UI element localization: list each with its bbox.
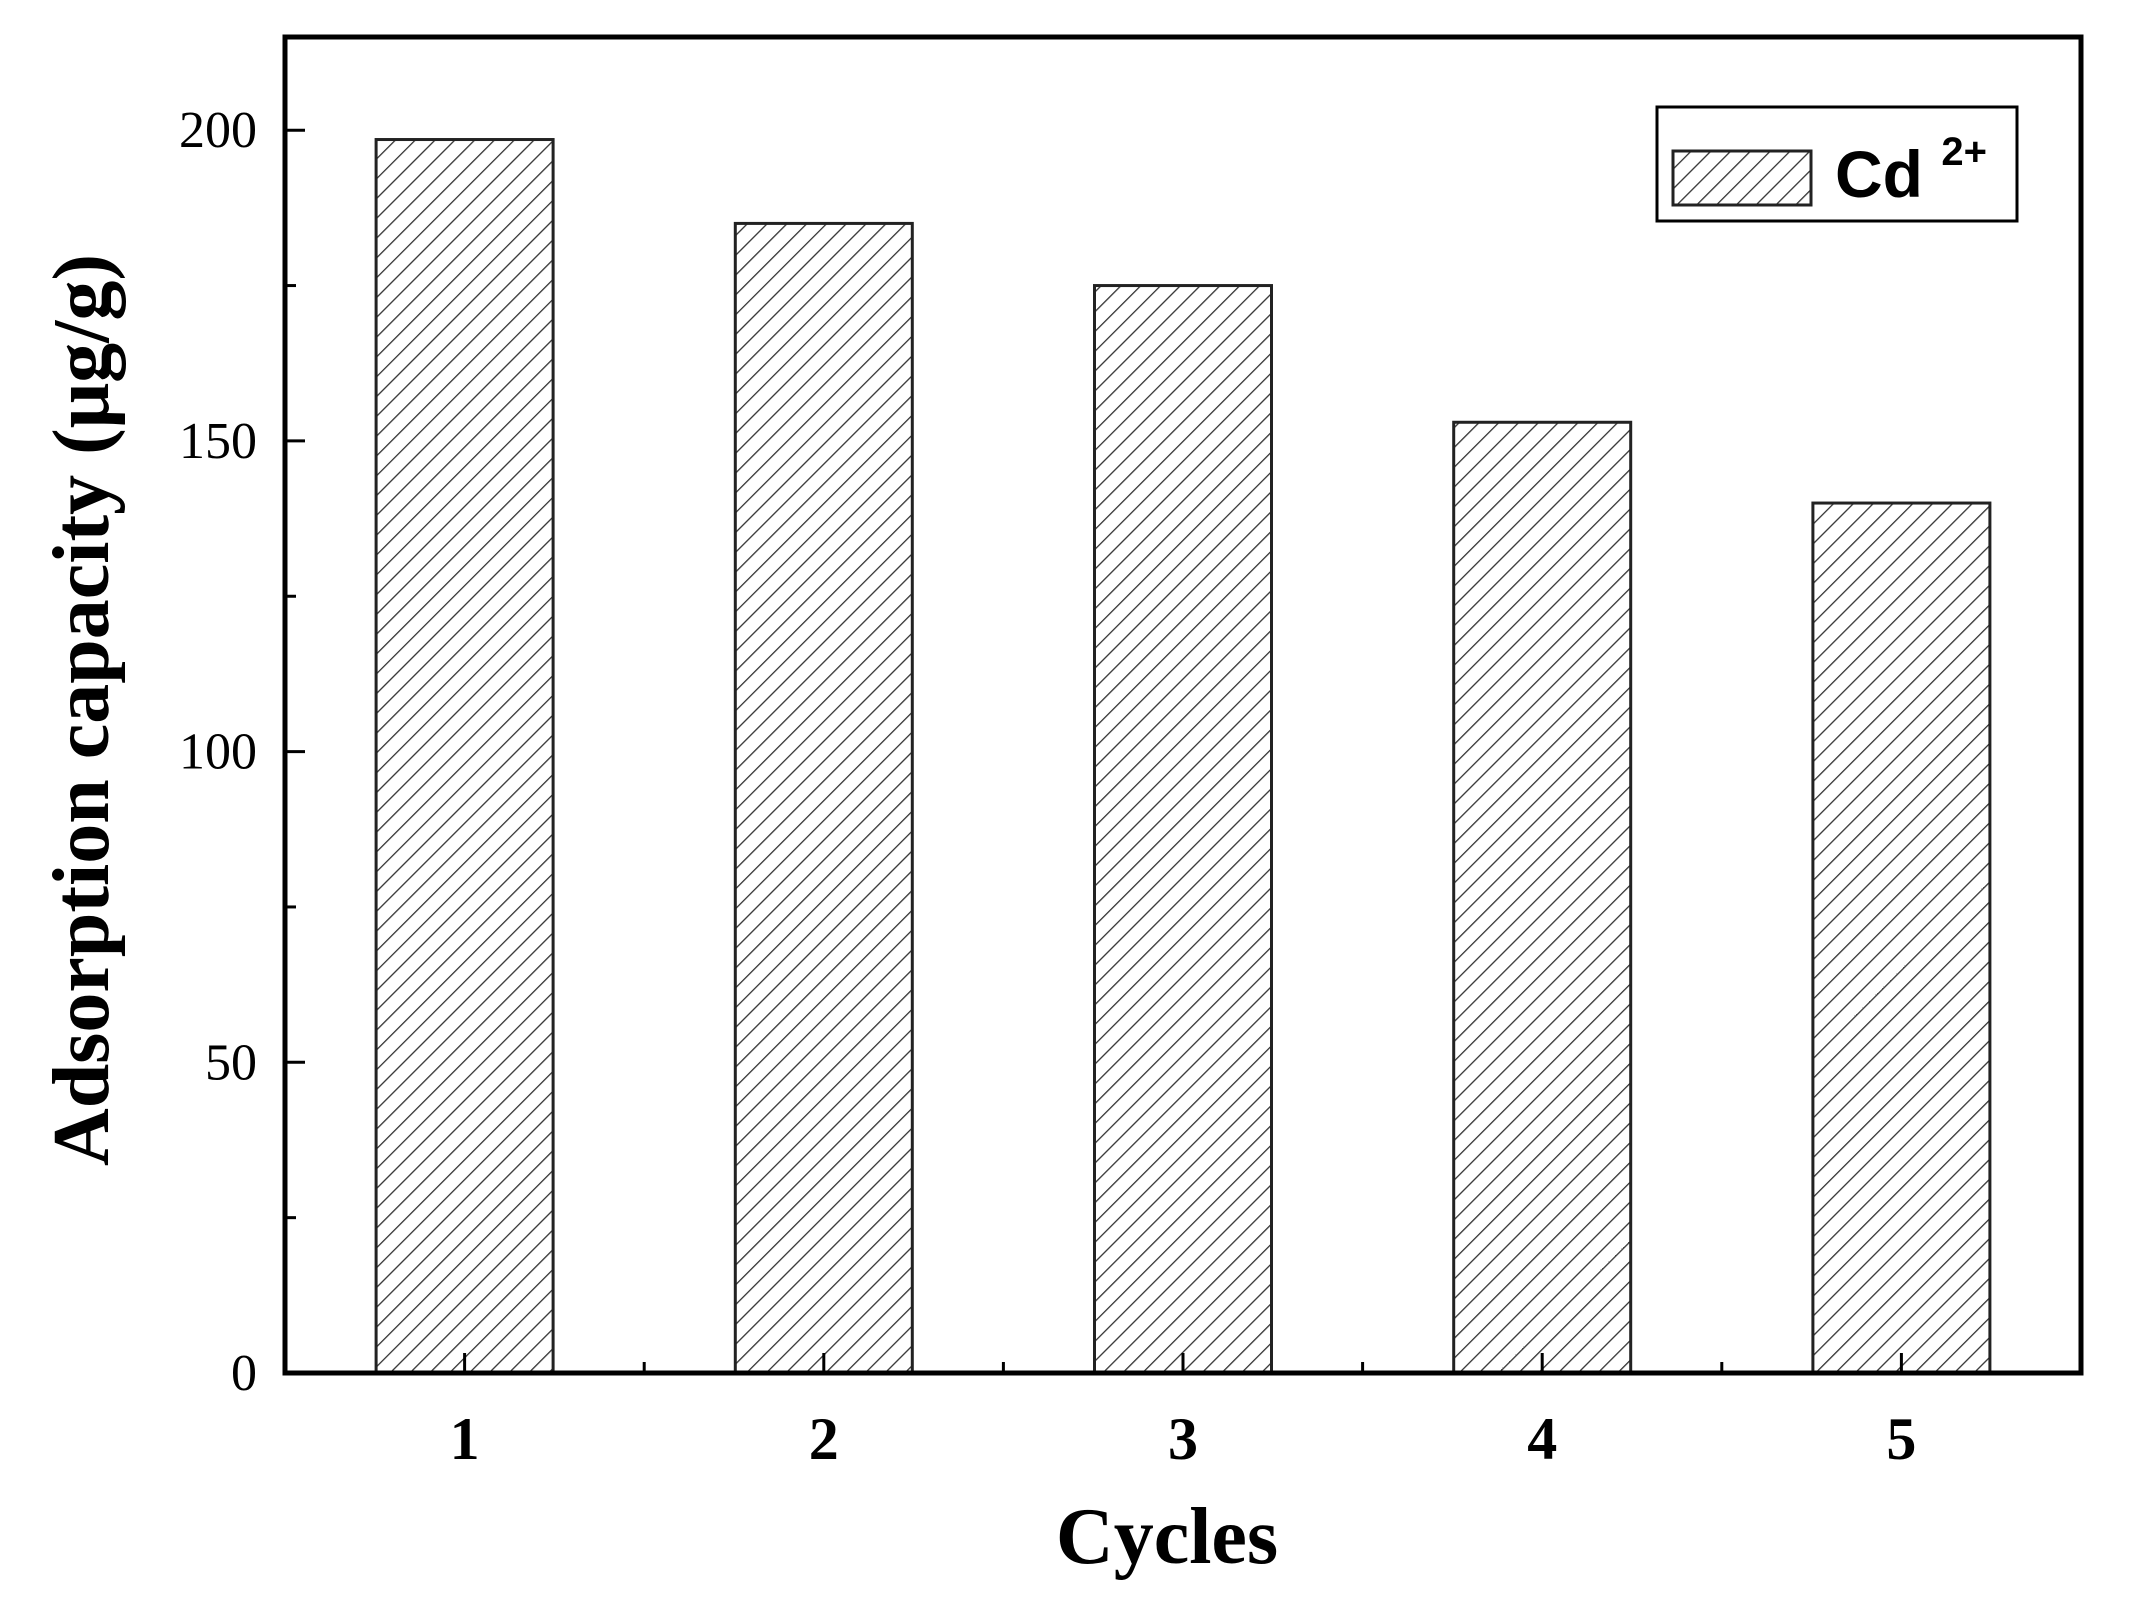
- legend-label-superscript: 2+: [1941, 130, 1987, 174]
- x-tick-label: 1: [450, 1406, 480, 1472]
- ticks-layer: 0 50 100 150 200 1 2 3 4 5: [179, 102, 1916, 1472]
- y-tick-label: 200: [179, 102, 257, 159]
- bar-cycle-2: [733, 221, 914, 1375]
- legend-label: Cd 2+: [1835, 130, 1987, 211]
- legend-label-base: Cd: [1835, 137, 1923, 211]
- bar-cycle-3: [1093, 284, 1273, 1375]
- bar-cycle-4: [1452, 420, 1633, 1375]
- bar-cycle-1: [374, 138, 555, 1375]
- y-tick-label: 100: [179, 724, 257, 781]
- x-tick-label: 2: [809, 1406, 839, 1472]
- y-tick-label: 50: [205, 1034, 257, 1091]
- x-tick-label: 5: [1886, 1406, 1916, 1472]
- y-tick-label: 150: [179, 413, 257, 470]
- legend: Cd 2+: [1655, 105, 2019, 223]
- x-tick-label: 3: [1168, 1406, 1198, 1472]
- x-tick-label: 4: [1527, 1406, 1557, 1472]
- bars-layer: [374, 138, 1992, 1375]
- y-tick-label: 0: [231, 1345, 257, 1402]
- legend-swatch: [1671, 149, 1813, 207]
- y-axis-title: Adsorption capacity (μg/g): [38, 254, 126, 1166]
- x-axis-title: Cycles: [1056, 1493, 1278, 1581]
- bar-cycle-5: [1811, 501, 1992, 1375]
